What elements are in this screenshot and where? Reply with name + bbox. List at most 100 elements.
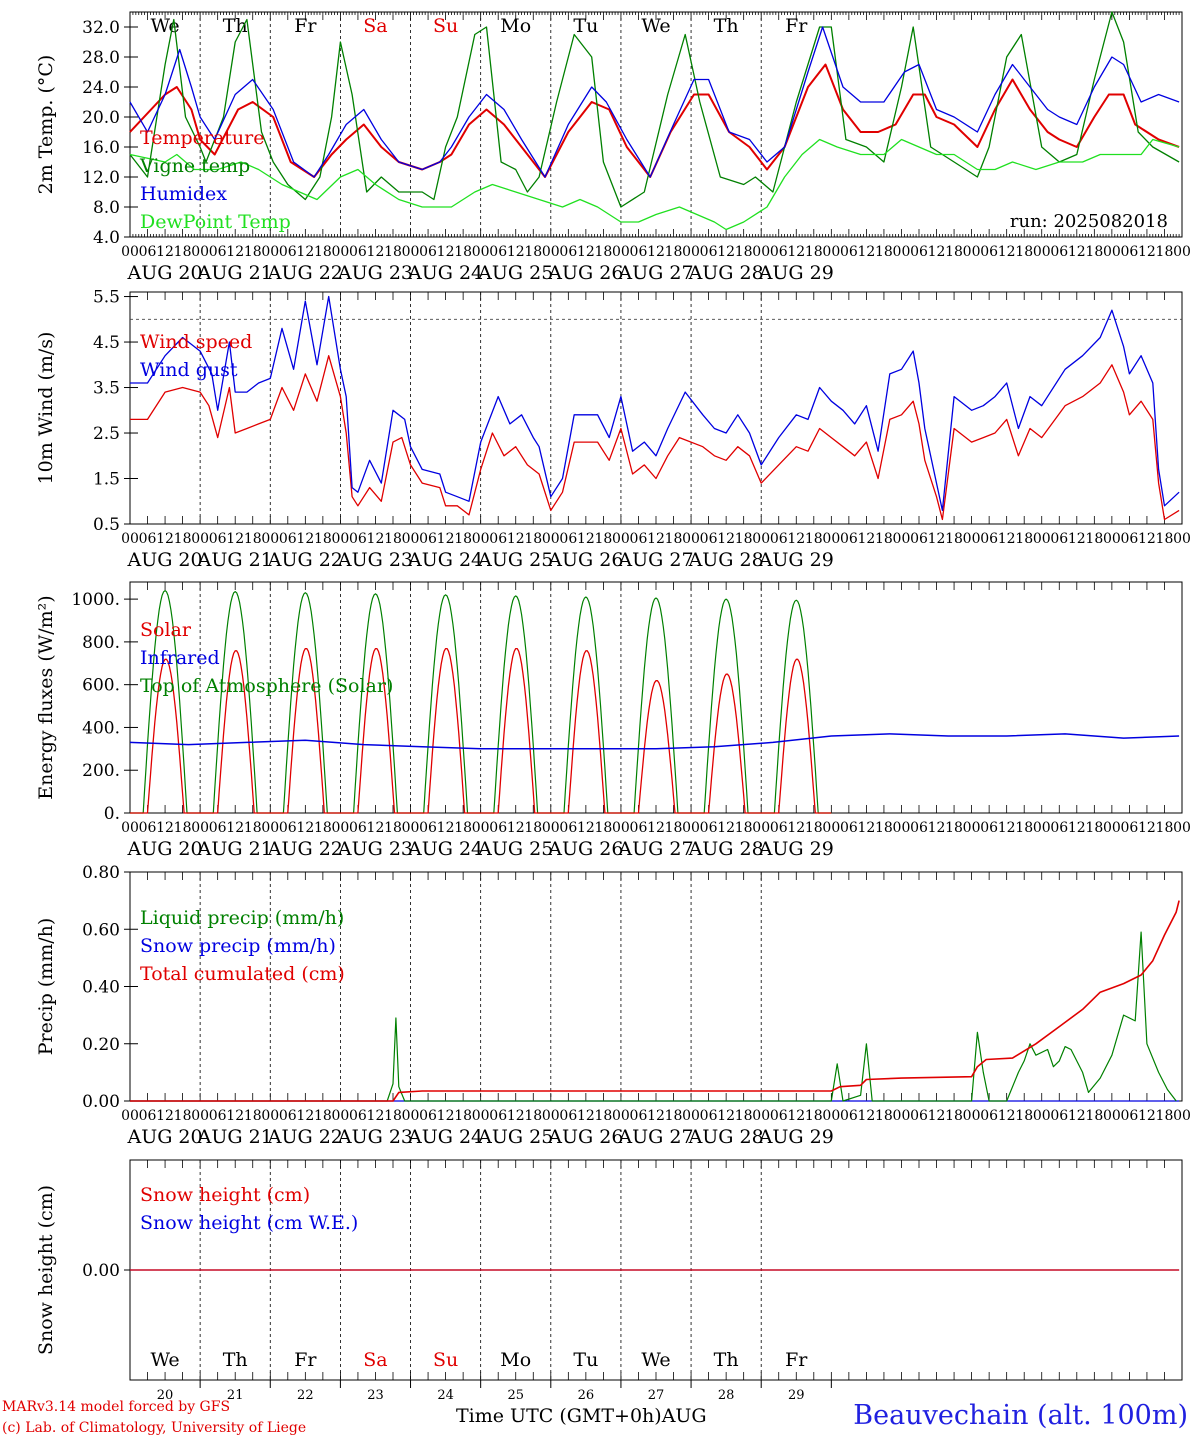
hour-tick-label: 12 xyxy=(507,820,525,836)
y-tick-label: 1.5 xyxy=(93,470,120,490)
weekday-label: Th xyxy=(223,1349,248,1371)
hour-tick-label: 12 xyxy=(367,244,385,260)
y-axis-label: Precip (mm/h) xyxy=(35,918,57,1056)
hour-tick-label: 12 xyxy=(928,244,946,260)
run-label: run: 2025082018 xyxy=(1010,211,1168,232)
hour-tick-label: 06 xyxy=(1050,1108,1068,1124)
hour-tick-label: 18 xyxy=(454,820,472,836)
hour-tick-label: 00 xyxy=(682,244,700,260)
weekday-label: Sa xyxy=(363,1349,387,1371)
hour-tick-label: 00 xyxy=(682,1108,700,1124)
day-label: AUG 25 xyxy=(477,262,553,284)
day-label: AUG 26 xyxy=(547,262,623,284)
hour-tick-label: 18 xyxy=(805,820,823,836)
hour-tick-label: 18 xyxy=(594,820,612,836)
hour-tick-label: 06 xyxy=(559,244,577,260)
y-tick-label: 0.60 xyxy=(82,920,120,940)
day-label: AUG 29 xyxy=(758,549,834,571)
hour-tick-label: 18 xyxy=(945,1108,963,1124)
day-label: AUG 27 xyxy=(617,1126,693,1148)
y-tick-label: 0.80 xyxy=(82,863,120,883)
hour-tick-label: 12 xyxy=(437,531,455,547)
hour-tick-label: 00 xyxy=(402,820,420,836)
hour-tick-label: 00 xyxy=(1103,820,1121,836)
hour-tick-label: 00 xyxy=(402,244,420,260)
hour-tick-label: 18 xyxy=(314,820,332,836)
y-tick-label: 400. xyxy=(82,718,120,738)
hour-tick-label: 12 xyxy=(717,531,735,547)
hour-tick-label: 06 xyxy=(419,1108,437,1124)
day-number-label: 21 xyxy=(227,1388,244,1403)
hour-tick-label: 06 xyxy=(489,531,507,547)
hour-tick-label: 12 xyxy=(1068,1108,1086,1124)
hour-tick-label: 18 xyxy=(805,244,823,260)
hour-tick-label: 18 xyxy=(454,1108,472,1124)
y-axis-label: 2m Temp. (°C) xyxy=(35,55,57,195)
y-tick-label: 4.5 xyxy=(93,333,120,353)
hour-tick-label: 06 xyxy=(139,1108,157,1124)
day-number-label: 26 xyxy=(578,1388,595,1403)
hour-tick-label: 12 xyxy=(998,820,1016,836)
hour-tick-label: 12 xyxy=(1138,244,1156,260)
hour-tick-label: 18 xyxy=(665,531,683,547)
day-label: AUG 24 xyxy=(407,262,483,284)
hour-tick-label: 06 xyxy=(1050,244,1068,260)
y-tick-label: 8.0 xyxy=(93,198,120,218)
hour-tick-label: 06 xyxy=(980,244,998,260)
weekday-label: We xyxy=(641,15,670,37)
hour-tick-label: 00 xyxy=(1173,1108,1191,1124)
hour-tick-label: 06 xyxy=(279,820,297,836)
weekday-label: Th xyxy=(714,1349,739,1371)
hour-tick-label: 18 xyxy=(805,1108,823,1124)
hour-tick-label: 06 xyxy=(559,1108,577,1124)
day-label: AUG 22 xyxy=(267,1126,343,1148)
panel-frame xyxy=(129,11,1183,238)
hour-tick-label: 06 xyxy=(559,820,577,836)
hour-tick-label: 00 xyxy=(331,820,349,836)
series-line-dewpoint-temp xyxy=(129,138,1180,231)
hour-tick-label: 18 xyxy=(244,531,262,547)
hour-tick-label: 12 xyxy=(367,1108,385,1124)
y-tick-label: 1000. xyxy=(71,590,120,610)
weekday-label: Fr xyxy=(785,15,808,37)
hour-tick-label: 12 xyxy=(1068,244,1086,260)
hour-tick-label: 06 xyxy=(419,244,437,260)
hour-tick-label: 00 xyxy=(191,1108,209,1124)
hour-tick-label: 12 xyxy=(296,820,314,836)
hour-tick-label: 18 xyxy=(1085,820,1103,836)
y-tick-label: 600. xyxy=(82,676,120,696)
day-label: AUG 25 xyxy=(477,838,553,860)
hour-tick-label: 12 xyxy=(647,244,665,260)
weekday-label: Tu xyxy=(573,1349,598,1371)
y-tick-label: 24.0 xyxy=(82,78,120,98)
day-number-label: 25 xyxy=(507,1388,524,1403)
hour-tick-label: 12 xyxy=(857,820,875,836)
hour-tick-label: 12 xyxy=(296,244,314,260)
hour-tick-label: 00 xyxy=(121,1108,139,1124)
hour-tick-label: 00 xyxy=(612,531,630,547)
day-number-label: 27 xyxy=(648,1388,665,1403)
hour-tick-label: 00 xyxy=(1103,531,1121,547)
hour-tick-label: 06 xyxy=(349,820,367,836)
hour-tick-label: 00 xyxy=(1173,244,1191,260)
hour-tick-label: 18 xyxy=(174,820,192,836)
day-number-label: 28 xyxy=(718,1388,735,1403)
hour-tick-label: 06 xyxy=(700,820,718,836)
hour-tick-label: 06 xyxy=(139,820,157,836)
y-tick-label: 20.0 xyxy=(82,108,120,128)
y-tick-label: 0.00 xyxy=(82,1092,120,1112)
day-label: AUG 23 xyxy=(337,838,413,860)
legend-snow-height-cm-w-e-: Snow height (cm W.E.) xyxy=(140,1212,358,1234)
hour-tick-label: 18 xyxy=(1015,244,1033,260)
hour-tick-label: 12 xyxy=(717,244,735,260)
hour-tick-label: 06 xyxy=(349,1108,367,1124)
hour-tick-label: 18 xyxy=(594,1108,612,1124)
hour-tick-label: 00 xyxy=(1173,531,1191,547)
hour-tick-label: 00 xyxy=(121,531,139,547)
hour-tick-label: 12 xyxy=(787,244,805,260)
day-number-label: 22 xyxy=(297,1388,314,1403)
hour-tick-label: 06 xyxy=(630,244,648,260)
day-label: AUG 28 xyxy=(688,1126,764,1148)
hour-tick-label: 18 xyxy=(384,1108,402,1124)
